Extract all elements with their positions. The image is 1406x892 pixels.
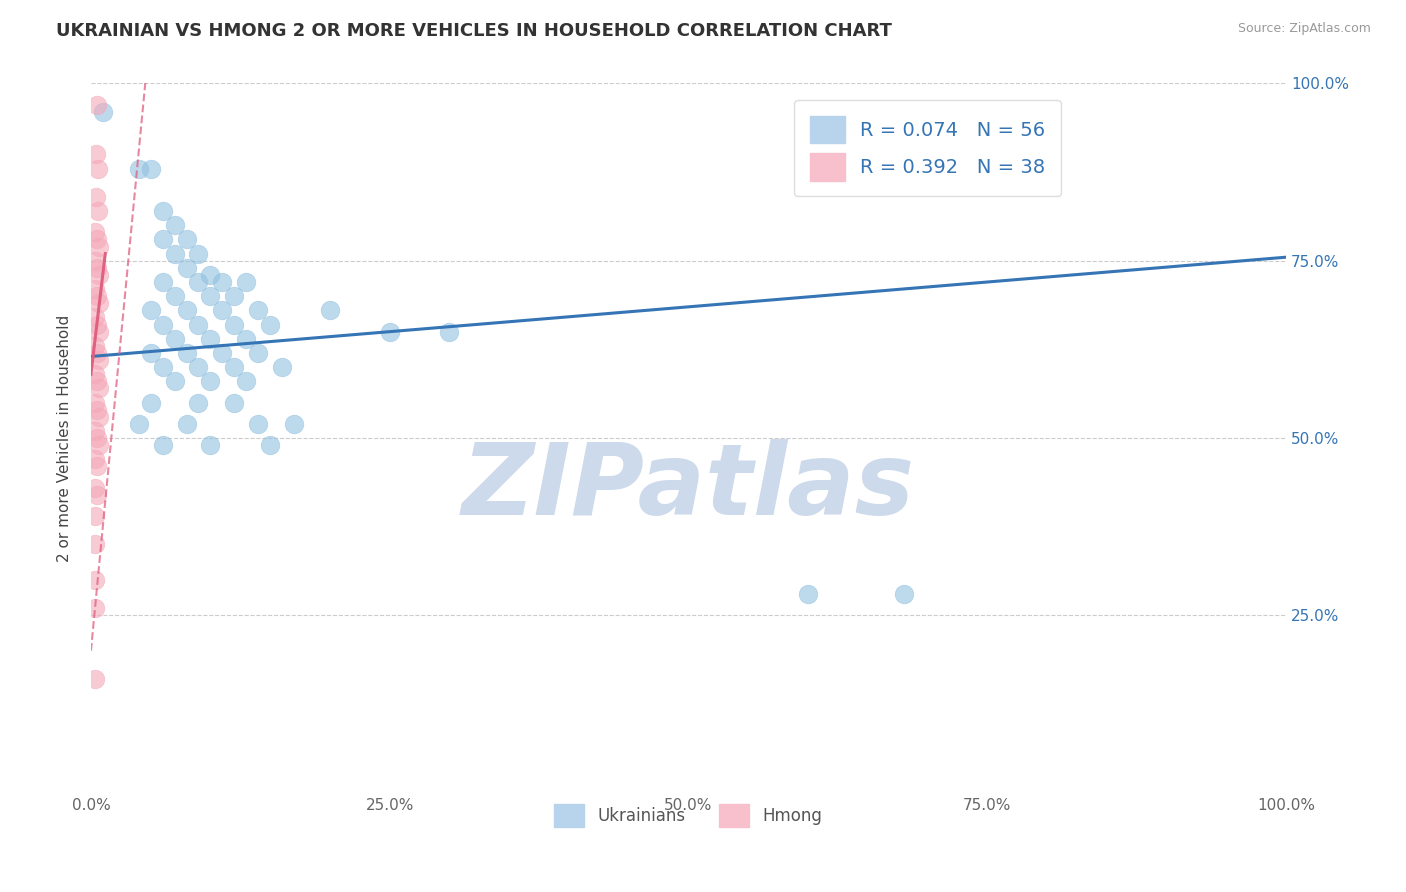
Point [224, 289, 246, 303]
Point [200, 438, 222, 452]
Point [86, 488, 108, 502]
Point [224, 318, 246, 332]
Point [224, 360, 246, 375]
Point [89, 409, 111, 424]
Point [163, 374, 186, 388]
Point [86, 289, 108, 303]
Point [200, 268, 222, 282]
Point [176, 417, 198, 431]
Point [84, 190, 107, 204]
Point [83, 310, 105, 325]
Point [86, 402, 108, 417]
Y-axis label: 2 or more Vehicles in Household: 2 or more Vehicles in Household [58, 314, 72, 562]
Point [152, 360, 174, 375]
Point [128, 161, 150, 176]
Point [89, 381, 111, 395]
Point [176, 303, 198, 318]
Point [259, 438, 281, 452]
Point [89, 325, 111, 339]
Point [83, 573, 105, 587]
Point [86, 459, 108, 474]
Point [235, 275, 257, 289]
Legend: Ukrainians, Hmong: Ukrainians, Hmong [548, 797, 830, 834]
Point [247, 346, 270, 360]
Point [83, 601, 105, 615]
Point [128, 417, 150, 431]
Point [89, 438, 111, 452]
Point [152, 204, 174, 219]
Point [83, 339, 105, 353]
Point [139, 395, 162, 409]
Point [83, 253, 105, 268]
Point [283, 417, 305, 431]
Point [86, 97, 108, 112]
Point [86, 318, 108, 332]
Point [163, 219, 186, 233]
Point [247, 417, 270, 431]
Point [235, 374, 257, 388]
Point [259, 318, 281, 332]
Point [378, 325, 401, 339]
Point [271, 360, 294, 375]
Point [139, 303, 162, 318]
Point [211, 346, 233, 360]
Point [83, 424, 105, 438]
Point [247, 303, 270, 318]
Point [83, 395, 105, 409]
Point [211, 303, 233, 318]
Point [176, 232, 198, 246]
Point [163, 289, 186, 303]
Point [176, 346, 198, 360]
Point [83, 509, 105, 524]
Point [200, 374, 222, 388]
Point [83, 481, 105, 495]
Point [83, 368, 105, 382]
Point [89, 268, 111, 282]
Point [139, 346, 162, 360]
Point [86, 431, 108, 445]
Point [87, 204, 110, 219]
Point [200, 332, 222, 346]
Point [152, 275, 174, 289]
Point [86, 346, 108, 360]
Point [439, 325, 461, 339]
Point [187, 246, 209, 260]
Point [84, 147, 107, 161]
Text: ZIPatlas: ZIPatlas [463, 439, 915, 536]
Point [83, 226, 105, 240]
Point [83, 282, 105, 296]
Text: Source: ZipAtlas.com: Source: ZipAtlas.com [1237, 22, 1371, 36]
Point [152, 318, 174, 332]
Point [200, 289, 222, 303]
Point [139, 161, 162, 176]
Point [187, 360, 209, 375]
Point [893, 587, 915, 601]
Point [89, 239, 111, 253]
Point [83, 672, 105, 686]
Point [86, 374, 108, 388]
Point [89, 296, 111, 310]
Point [83, 537, 105, 551]
Point [152, 232, 174, 246]
Point [211, 275, 233, 289]
Point [319, 303, 342, 318]
Point [224, 395, 246, 409]
Point [86, 232, 108, 246]
Text: UKRAINIAN VS HMONG 2 OR MORE VEHICLES IN HOUSEHOLD CORRELATION CHART: UKRAINIAN VS HMONG 2 OR MORE VEHICLES IN… [56, 22, 893, 40]
Point [187, 395, 209, 409]
Point [176, 260, 198, 275]
Point [91, 104, 114, 119]
Point [163, 246, 186, 260]
Point [83, 452, 105, 467]
Point [152, 438, 174, 452]
Point [86, 260, 108, 275]
Point [89, 353, 111, 368]
Point [187, 318, 209, 332]
Point [87, 161, 110, 176]
Point [187, 275, 209, 289]
Point [797, 587, 820, 601]
Point [163, 332, 186, 346]
Point [235, 332, 257, 346]
